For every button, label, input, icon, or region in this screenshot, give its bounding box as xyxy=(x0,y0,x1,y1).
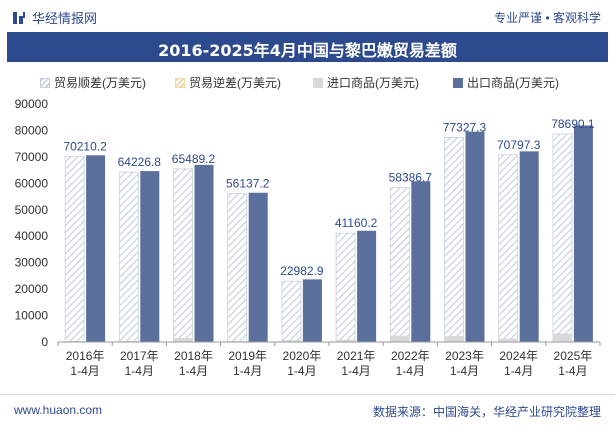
y-tick-label: 0 xyxy=(41,335,48,349)
logo-text: 华经情报网 xyxy=(32,11,98,26)
y-tick-label: 40000 xyxy=(15,229,49,243)
bar-import[interactable] xyxy=(65,340,85,342)
data-label: 41160.2 xyxy=(335,216,378,230)
legend-item-import[interactable]: 进口商品(万美元) xyxy=(313,74,419,91)
legend-swatch-surplus xyxy=(40,77,50,88)
legend-swatch-import xyxy=(313,77,323,88)
bar-trade-surplus[interactable] xyxy=(227,193,248,343)
x-tick-label: 2016年 xyxy=(66,349,105,363)
x-tick-label: 2023年 xyxy=(445,349,484,363)
x-tick-label: 1-4月 xyxy=(341,364,370,378)
bar-export[interactable] xyxy=(519,151,539,342)
x-tick-label: 1-4月 xyxy=(179,364,208,378)
bar-export[interactable] xyxy=(248,192,268,342)
data-source: 数据来源：中国海关，华经产业研究院整理 xyxy=(372,405,601,419)
footer: www.huaon.com 数据来源：中国海关，华经产业研究院整理 xyxy=(0,394,615,428)
y-tick-label: 50000 xyxy=(15,203,49,217)
data-label: 70797.3 xyxy=(497,138,541,152)
x-tick-label: 2020年 xyxy=(283,349,322,363)
data-label: 56137.2 xyxy=(226,177,270,191)
x-tick-label: 1-4月 xyxy=(287,364,316,378)
data-label: 22982.9 xyxy=(280,264,324,278)
bar-export[interactable] xyxy=(465,131,485,342)
y-tick-label: 80000 xyxy=(15,123,49,137)
x-axis: 2016年1-4月2017年1-4月2018年1-4月2019年1-4月2020… xyxy=(57,341,601,378)
slogan: 专业严谨 • 客观科学 xyxy=(494,11,601,25)
bar-import[interactable] xyxy=(552,333,572,342)
y-tick-label: 90000 xyxy=(15,97,49,111)
bar-import[interactable] xyxy=(444,336,464,342)
bar-import[interactable] xyxy=(390,335,410,342)
y-tick-label: 70000 xyxy=(15,150,49,164)
x-tick-label: 1-4月 xyxy=(396,364,425,378)
x-tick-label: 2024年 xyxy=(499,349,538,363)
data-label: 64226.8 xyxy=(118,155,162,169)
bar-import[interactable] xyxy=(281,340,301,342)
x-tick-label: 1-4月 xyxy=(558,364,587,378)
y-tick-label: 60000 xyxy=(15,176,49,190)
bar-export[interactable] xyxy=(86,155,106,342)
chart-legend: 贸易顺差(万美元) 贸易逆差(万美元) 进口商品(万美元) 出口商品(万美元) xyxy=(20,74,605,92)
legend-item-deficit[interactable]: 贸易逆差(万美元) xyxy=(175,74,281,91)
data-label: 77327.3 xyxy=(443,121,487,135)
legend-item-surplus[interactable]: 贸易顺差(万美元) xyxy=(40,74,146,91)
bar-export[interactable] xyxy=(411,181,431,342)
x-tick-label: 2022年 xyxy=(391,349,430,363)
data-label: 65489.2 xyxy=(172,152,216,166)
legend-label-surplus: 贸易顺差(万美元) xyxy=(54,76,146,90)
logo-icon xyxy=(13,11,25,24)
x-tick-label: 1-4月 xyxy=(450,364,479,378)
bar-trade-surplus[interactable] xyxy=(552,133,573,343)
data-labels: 70210.2 64226.8 65489.2 56137.2 22982.9 41160… xyxy=(63,117,595,278)
legend-label-import: 进口商品(万美元) xyxy=(327,76,419,90)
data-label: 70210.2 xyxy=(63,139,107,153)
bar-trade-surplus[interactable] xyxy=(64,155,85,343)
bar-import[interactable] xyxy=(336,339,356,342)
website-link[interactable]: www.huaon.com xyxy=(14,403,103,417)
data-label: 58386.7 xyxy=(389,171,433,185)
bar-export[interactable] xyxy=(302,279,322,342)
legend-item-export[interactable]: 出口商品(万美元) xyxy=(453,74,559,91)
chart-title: 2016-2025年4月中国与黎巴嫩贸易差额 xyxy=(158,41,457,60)
bar-trade-surplus[interactable] xyxy=(335,232,356,343)
bars xyxy=(64,125,593,343)
y-tick-label: 20000 xyxy=(15,282,49,296)
logo[interactable]: 华经情报网 xyxy=(12,8,97,27)
title-bar: 2016-2025年4月中国与黎巴嫩贸易差额 xyxy=(7,32,608,62)
bar-import[interactable] xyxy=(173,338,193,342)
x-tick-label: 2019年 xyxy=(228,349,267,363)
bar-export[interactable] xyxy=(194,164,214,342)
y-tick-label: 10000 xyxy=(15,309,49,323)
bar-export[interactable] xyxy=(573,125,593,342)
bar-chart: 0 10000 20000 30000 40000 50000 60000 70000 8000… xyxy=(15,97,601,378)
y-axis: 0 10000 20000 30000 40000 50000 60000 70000 8000… xyxy=(15,97,49,349)
x-tick-label: 1-4月 xyxy=(70,364,99,378)
x-tick-label: 1-4月 xyxy=(504,364,533,378)
bar-import[interactable] xyxy=(498,338,518,342)
bar-export[interactable] xyxy=(357,230,377,342)
x-tick-label: 2017年 xyxy=(120,349,159,363)
y-tick-label: 30000 xyxy=(15,256,49,270)
bar-trade-surplus[interactable] xyxy=(281,280,302,343)
legend-swatch-deficit xyxy=(175,77,185,88)
bar-trade-surplus[interactable] xyxy=(498,154,519,343)
bar-import[interactable] xyxy=(119,340,139,342)
x-tick-label: 1-4月 xyxy=(233,364,262,378)
bar-trade-surplus[interactable] xyxy=(444,137,464,343)
legend-swatch-export xyxy=(453,77,463,88)
bar-export[interactable] xyxy=(140,171,160,342)
x-tick-label: 2021年 xyxy=(337,349,376,363)
x-tick-label: 2018年 xyxy=(174,349,213,363)
legend-label-export: 出口商品(万美元) xyxy=(467,76,559,90)
bar-trade-surplus[interactable] xyxy=(118,171,139,343)
x-tick-label: 1-4月 xyxy=(125,364,154,378)
legend-label-deficit: 贸易逆差(万美元) xyxy=(189,76,281,90)
bar-trade-surplus[interactable] xyxy=(173,168,193,343)
bar-trade-surplus[interactable] xyxy=(389,187,410,343)
x-tick-label: 2025年 xyxy=(554,349,593,363)
data-label: 78690.1 xyxy=(551,117,595,131)
top-bar: 华经情报网 专业严谨 • 客观科学 xyxy=(0,0,615,32)
